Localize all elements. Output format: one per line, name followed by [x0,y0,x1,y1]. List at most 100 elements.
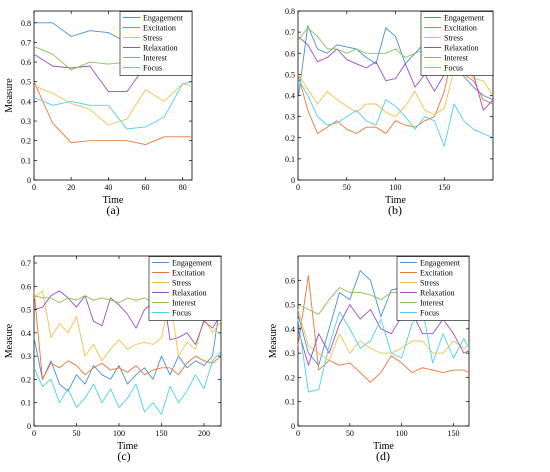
legend-entry: Excitation [143,23,176,32]
x-axis-label: Time [117,441,138,452]
y-tick-label: 0.1 [285,398,295,407]
y-tick-label: 0 [27,176,31,185]
y-tick-label: 0.5 [21,78,31,87]
legend-entry: Focus [420,308,439,317]
legend-entry: Relaxation [143,43,178,52]
y-tick-label: 0.5 [285,70,295,79]
legend-entry: Stress [172,278,191,287]
legend-entry: Relaxation [420,288,455,297]
y-tick-label: 0.4 [21,329,31,338]
legend-entry: Focus [444,63,463,72]
x-tick-label: 150 [447,429,459,438]
series-line-focus [297,78,494,147]
legend-entry: Excitation [444,23,477,32]
series-line-excitation [33,81,192,146]
y-tick-label: 0.8 [21,19,31,28]
legend-entry: Interest [444,53,469,62]
legend-box [148,256,222,321]
legend-entry: Stress [420,278,439,287]
legend-entry: Engagement [143,13,184,22]
y-tick-label: 0.4 [285,92,295,101]
x-tick-label: 40 [104,183,112,192]
legend-entry: Focus [172,308,191,317]
series-line-excitation [297,274,470,383]
x-axis-label: Time [385,195,406,206]
x-tick-label: 0 [296,429,300,438]
legend-entry: Relaxation [172,288,207,297]
x-tick-label: 80 [179,183,187,192]
series-line-stress [33,290,222,362]
panel-caption: (b) [388,203,402,217]
x-tick-label: 100 [390,183,402,192]
series-line-relaxation [33,281,222,345]
y-tick-label: 0.4 [285,325,295,334]
legend: EngagementExcitationStressRelaxationInte… [119,11,193,76]
legend-entry: Interest [420,298,445,307]
x-tick-label: 50 [73,429,81,438]
legend-entry: Excitation [420,268,453,277]
panel-caption: (c) [117,449,130,463]
y-tick-label: 0.3 [21,117,31,126]
series-line-engagement [33,297,222,392]
y-tick-label: 0.1 [21,399,31,408]
y-tick-label: 0.2 [21,137,31,146]
chart-panel-a: 0 20 40 60 80 0 0.1 0.2 0.3 0.4 0.5 0.6 0.7 0.8 Time Me… [4,10,193,217]
series-line-stress [297,309,470,361]
legend-entry: Engagement [444,13,485,22]
series-line-focus [33,351,222,415]
panel-caption: (a) [106,203,119,217]
chart-panel-d: 0 50 100 150 0 0.1 0.2 0.3 0.4 0.5 0.6 Time Measure (… [268,255,470,463]
y-axis-label: Measure [4,78,15,113]
series-line-focus [297,308,470,393]
series-line-stress [33,83,193,126]
series-line-excitation [33,290,222,380]
y-tick-label: 0.2 [285,373,295,382]
y-axis-label: Measure [268,323,279,358]
y-tick-label: 0.6 [285,276,295,285]
y-tick-label: 0 [291,176,295,185]
y-tick-label: 0.2 [285,134,295,143]
x-tick-label: 0 [32,183,36,192]
y-tick-label: 0.7 [21,38,31,47]
x-tick-label: 150 [156,429,168,438]
x-tick-label: 60 [142,183,150,192]
y-tick-label: 0.8 [285,7,295,16]
legend-entry: Stress [143,33,162,42]
legend-entry: Relaxation [444,43,479,52]
x-tick-label: 20 [67,183,75,192]
chart-panel-b: 0 50 100 150 0 0.1 0.2 0.3 0.4 0.5 0.6 0.7 0.8 Time(b… [285,7,494,217]
y-tick-label: 0.7 [285,28,295,37]
legend-box [396,256,470,321]
legend-entry: Interest [143,53,168,62]
legend: EngagementExcitationStressRelaxationInte… [420,11,494,76]
legend: EngagementExcitationStressRelaxationInte… [396,256,470,321]
x-tick-label: 0 [32,429,36,438]
x-tick-label: 100 [113,429,125,438]
legend-entry: Focus [143,63,162,72]
x-tick-label: 100 [396,429,408,438]
y-tick-label: 0.6 [21,58,31,67]
legend-entry: Engagement [172,258,213,267]
y-tick-label: 0.5 [285,301,295,310]
y-tick-label: 0.3 [21,352,31,361]
series-line-focus [33,81,193,130]
legend-box [119,11,193,76]
y-tick-label: 0 [291,422,295,431]
plot-frame [33,255,222,427]
x-tick-label: 0 [296,183,300,192]
x-axis-label: Time [373,441,394,452]
x-tick-label: 50 [343,183,351,192]
y-tick-label: 0.2 [21,375,31,384]
plot-frame [297,255,470,427]
panel-caption: (d) [376,449,390,463]
y-tick-label: 0.7 [21,259,31,268]
x-axis-label: Time [103,195,124,206]
legend: EngagementExcitationStressRelaxationInte… [148,256,222,321]
series-line-relaxation [297,304,470,366]
chart-panel-c: 0 50 100 150 200 0 0.1 0.2 0.3 0.4 0.5 0.6 0.7 Time Me… [4,255,222,463]
legend-box [420,11,494,76]
y-tick-label: 0.6 [285,49,295,58]
y-axis-label: Measure [4,323,15,358]
legend-entry: Excitation [172,268,205,277]
